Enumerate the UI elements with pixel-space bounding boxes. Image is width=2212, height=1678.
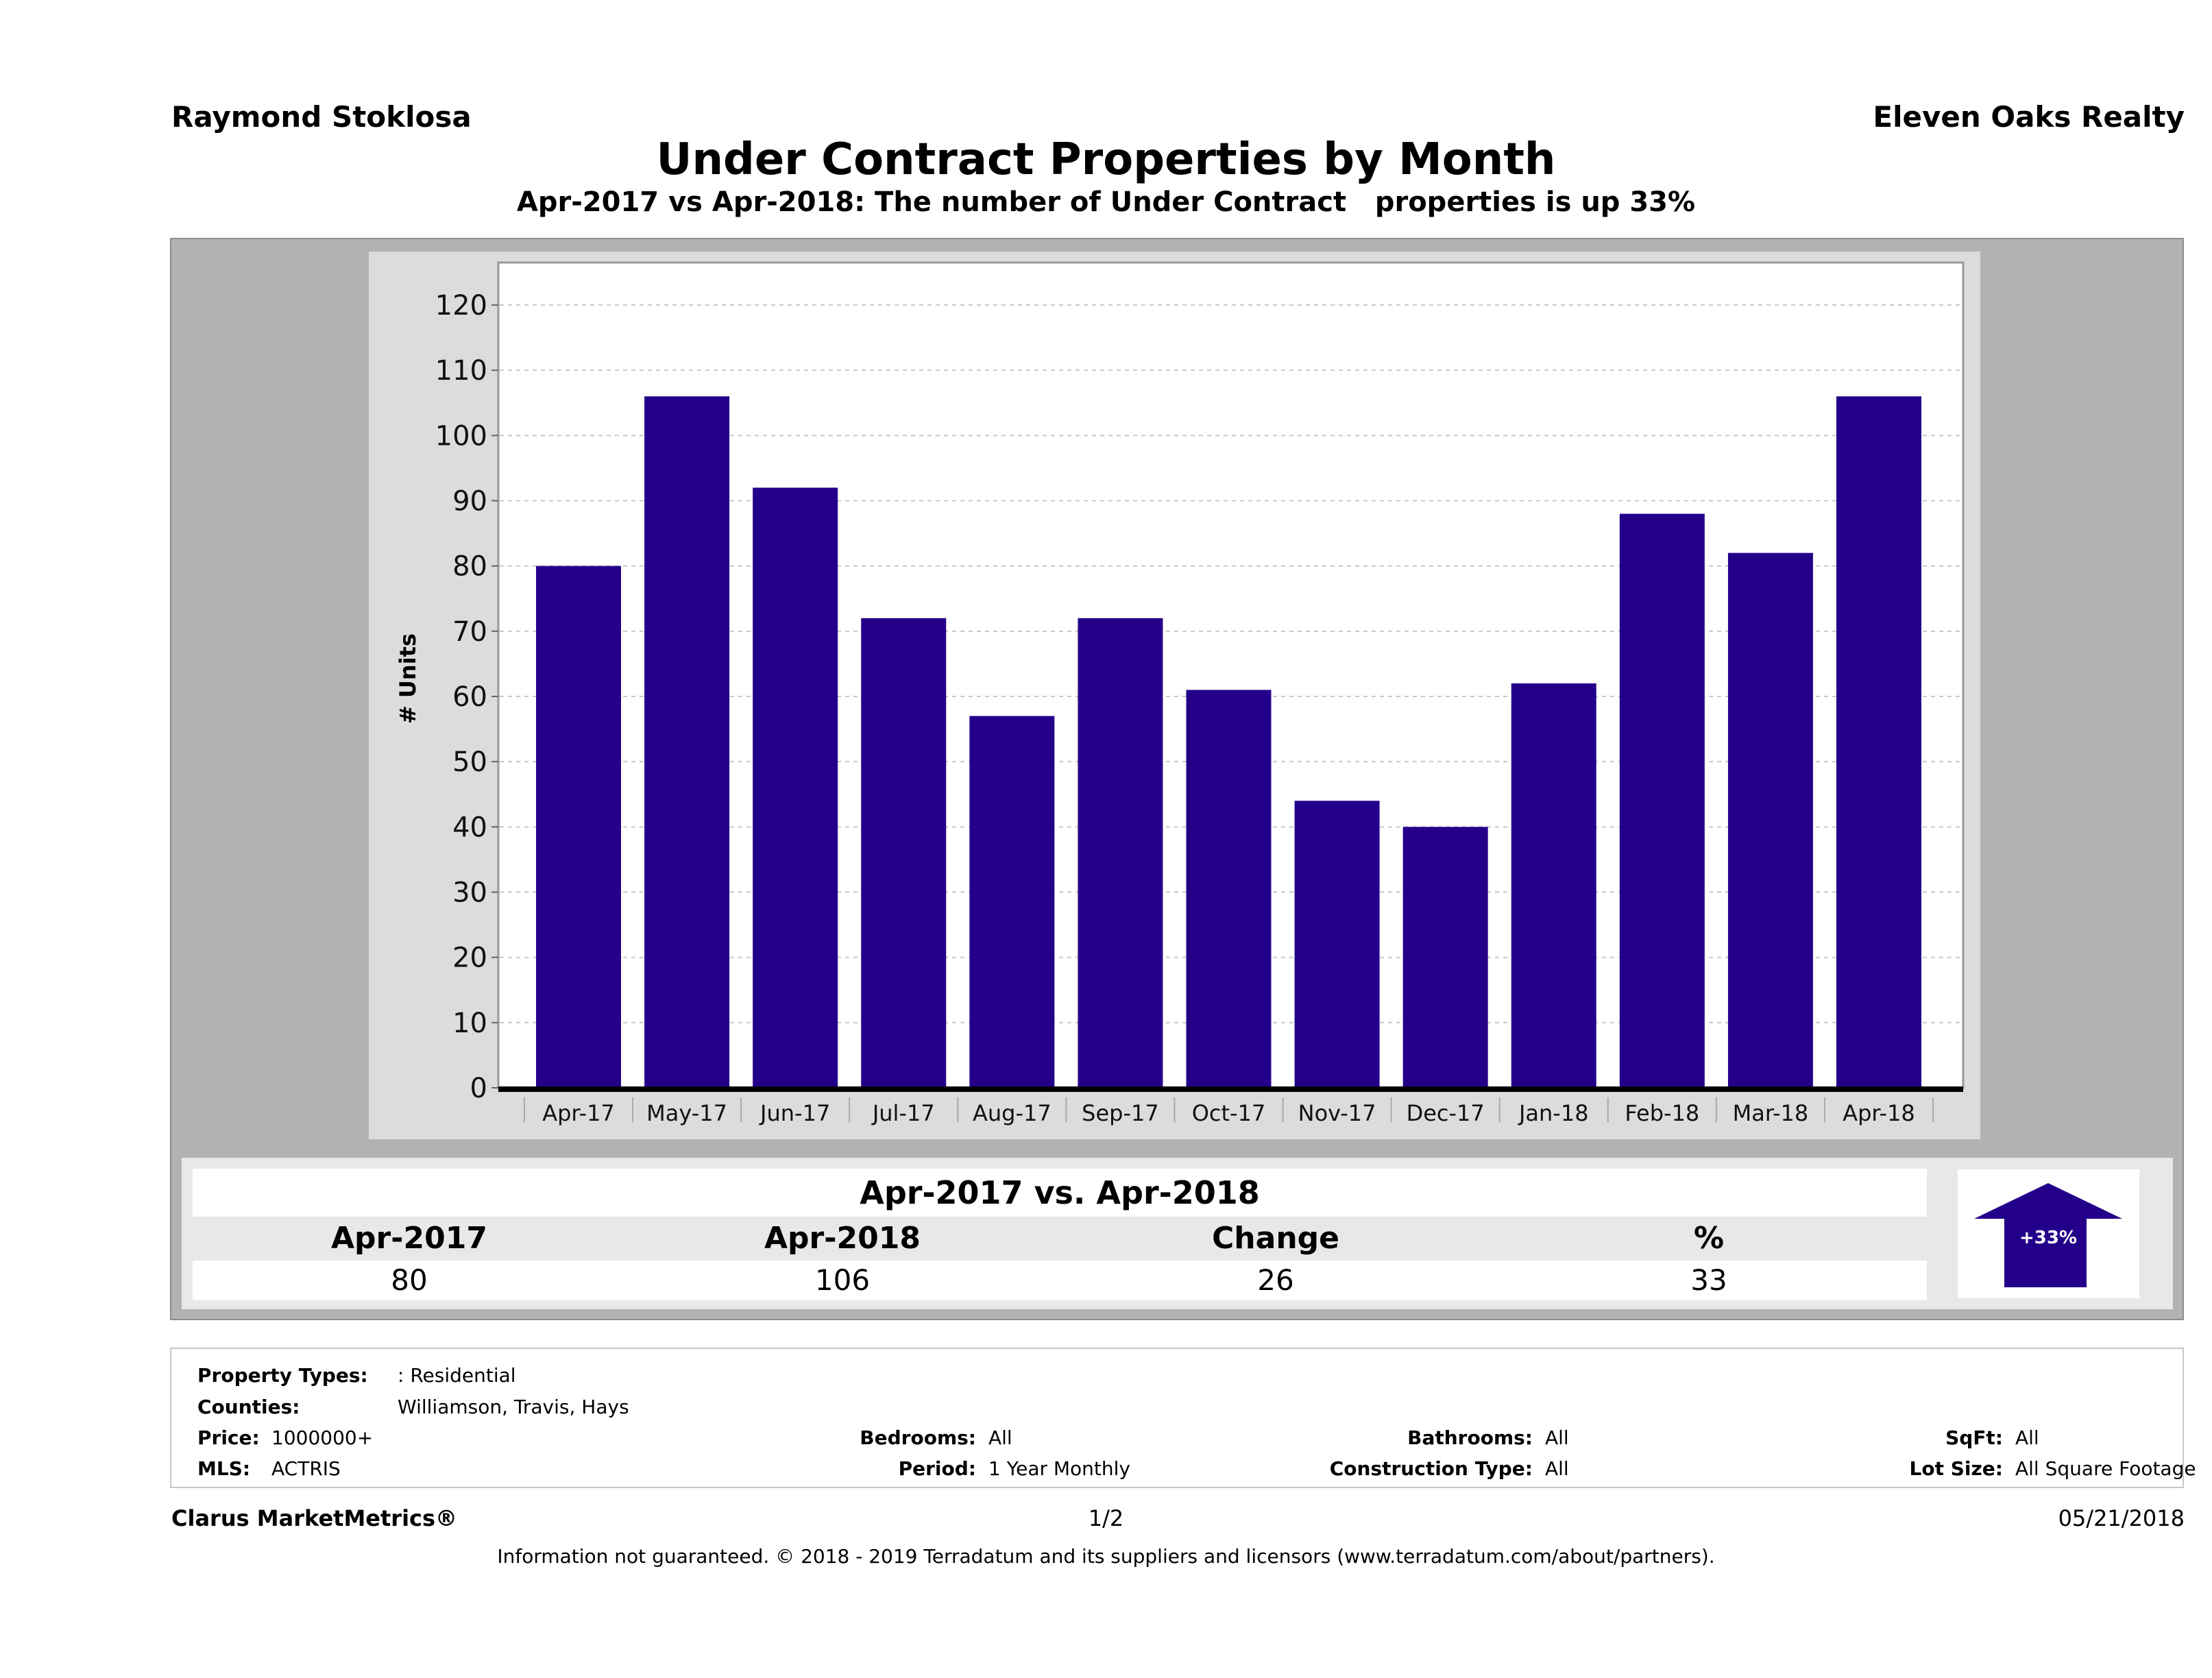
y-axis-label: # Units xyxy=(395,633,421,724)
filter-value-price: 1000000+ xyxy=(271,1426,374,1449)
header-change: Change xyxy=(1212,1221,1339,1256)
y-tick-label: 30 xyxy=(452,877,487,909)
value-prev-period: 80 xyxy=(391,1263,428,1297)
bar-apr-18 xyxy=(1836,396,1921,1088)
filter-value-bathrooms: All xyxy=(1545,1426,1569,1449)
header-percent: % xyxy=(1693,1221,1725,1256)
up-arrow-icon: +33% xyxy=(1974,1183,2122,1287)
x-tick-label: Aug-17 xyxy=(973,1100,1052,1126)
filter-value-sqft: All xyxy=(2015,1426,2039,1449)
disclaimer: Information not guaranteed. © 2018 - 201… xyxy=(497,1545,1715,1568)
y-tick-label: 40 xyxy=(452,812,487,843)
filter-value-lot-size: All Square Footage xyxy=(2015,1457,2196,1480)
brokerage-name: Eleven Oaks Realty xyxy=(1873,100,2185,134)
bar-apr-17 xyxy=(536,566,621,1088)
y-tick-label: 70 xyxy=(452,616,487,648)
bar-oct-17 xyxy=(1186,690,1272,1088)
y-tick-label: 110 xyxy=(435,355,487,387)
page-number: 1/2 xyxy=(1088,1505,1124,1531)
y-tick-label: 90 xyxy=(452,486,487,518)
filter-label-price: Price: xyxy=(197,1426,260,1449)
filter-value-bedrooms: All xyxy=(988,1426,1012,1449)
y-tick-label: 80 xyxy=(452,551,487,583)
bar-jul-17 xyxy=(861,618,947,1088)
page-title: Under Contract Properties by Month xyxy=(656,134,1556,185)
y-tick-label: 10 xyxy=(452,1008,487,1039)
x-tick-label: Jul-17 xyxy=(871,1100,935,1126)
filter-label-bathrooms: Bathrooms: xyxy=(1407,1426,1533,1449)
y-tick-label: 100 xyxy=(435,420,487,452)
y-tick-label: 0 xyxy=(470,1073,487,1104)
x-tick-label: Nov-17 xyxy=(1298,1100,1376,1126)
filter-label-sqft: SqFt: xyxy=(1945,1426,2003,1449)
filter-value-property-types: : Residential xyxy=(398,1364,516,1387)
footer-brand: Clarus MarketMetrics® xyxy=(171,1505,458,1531)
filter-label-property-types: Property Types: xyxy=(197,1364,368,1387)
bar-jan-18 xyxy=(1511,683,1596,1088)
comparison-title: Apr-2017 vs. Apr-2018 xyxy=(193,1169,1927,1217)
x-tick-label: Oct-17 xyxy=(1192,1100,1266,1126)
comparison-header-row: Apr-2017 Apr-2018 Change % xyxy=(193,1217,1927,1261)
bar-mar-18 xyxy=(1727,552,1813,1088)
agent-name: Raymond Stoklosa xyxy=(171,100,472,134)
value-curr-period: 106 xyxy=(814,1263,871,1297)
filter-label-period: Period: xyxy=(898,1457,976,1480)
bar-aug-17 xyxy=(969,716,1055,1088)
bar-dec-17 xyxy=(1402,827,1488,1088)
filter-value-period: 1 Year Monthly xyxy=(988,1457,1131,1480)
change-badge-box: +33% xyxy=(1958,1169,2139,1298)
filter-label-mls: MLS: xyxy=(197,1457,251,1480)
y-tick-label: 20 xyxy=(452,943,487,974)
x-tick-label: Jun-17 xyxy=(759,1100,830,1126)
bar-may-17 xyxy=(644,396,730,1088)
x-tick-label: Apr-17 xyxy=(542,1100,615,1126)
filter-label-construction-type: Construction Type: xyxy=(1329,1457,1533,1480)
filter-label-lot-size: Lot Size: xyxy=(1909,1457,2003,1480)
filter-value-construction-type: All xyxy=(1545,1457,1569,1480)
value-percent: 33 xyxy=(1690,1263,1727,1297)
bars xyxy=(536,396,1921,1088)
header-prev-period: Apr-2017 xyxy=(331,1221,487,1256)
page-subtitle: Apr-2017 vs Apr-2018: The number of Unde… xyxy=(516,186,1696,218)
y-tick-label: 50 xyxy=(452,746,487,778)
filter-label-counties: Counties: xyxy=(197,1396,300,1418)
y-tick-label: 60 xyxy=(452,681,487,713)
value-change: 26 xyxy=(1257,1263,1294,1297)
y-tick-label: 120 xyxy=(435,290,487,321)
header-curr-period: Apr-2018 xyxy=(764,1221,921,1256)
filter-summary: Property Types: : Residential Counties: … xyxy=(170,1348,2196,1488)
report-date: 05/21/2018 xyxy=(2058,1505,2185,1531)
bar-sep-17 xyxy=(1078,618,1163,1088)
bar-nov-17 xyxy=(1294,801,1380,1088)
x-tick-label: Jan-18 xyxy=(1518,1100,1589,1126)
x-tick-label: Sep-17 xyxy=(1082,1100,1159,1126)
gridlines xyxy=(500,304,1962,1023)
comparison-value-row: 80 106 26 33 xyxy=(193,1261,1927,1300)
filter-value-counties: Williamson, Travis, Hays xyxy=(398,1396,629,1418)
bar-jun-17 xyxy=(753,487,838,1088)
x-axis-ticks: Apr-17 May-17 Jun-17 Jul-17 Aug-17 Sep-17 Oct-… xyxy=(498,1086,1963,1126)
bar-feb-18 xyxy=(1619,513,1705,1088)
x-tick-label: Feb-18 xyxy=(1625,1100,1699,1126)
filter-label-bedrooms: Bedrooms: xyxy=(860,1426,976,1449)
x-tick-label: Dec-17 xyxy=(1407,1100,1485,1126)
x-tick-label: May-17 xyxy=(646,1100,727,1126)
change-badge-label: +33% xyxy=(2019,1228,2077,1248)
x-tick-label: Mar-18 xyxy=(1733,1100,1809,1126)
y-axis-ticks: 0 10 20 30 40 50 60 70 80 90 100 110 120 xyxy=(435,290,498,1104)
filter-value-mls: ACTRIS xyxy=(271,1457,341,1480)
x-tick-label: Apr-18 xyxy=(1843,1100,1915,1126)
